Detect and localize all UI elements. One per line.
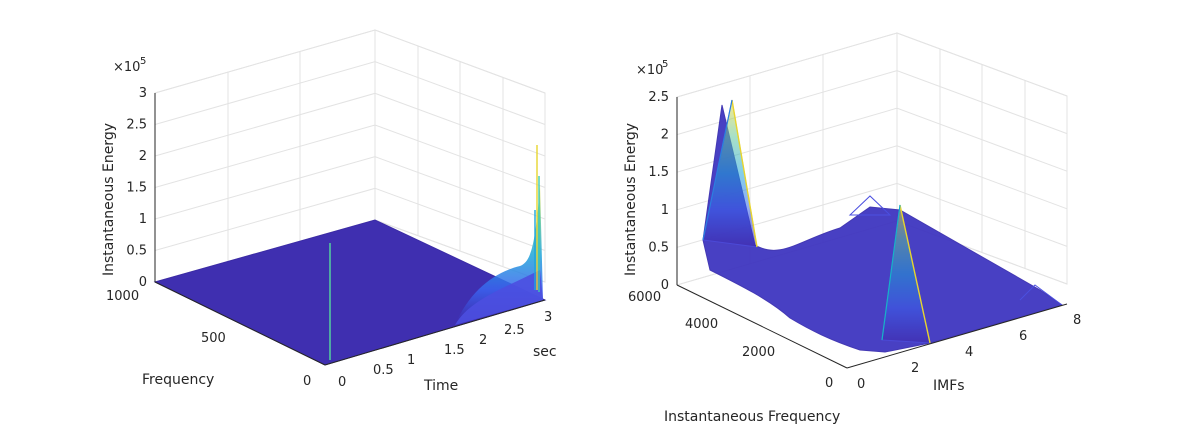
chart2-z-axis-label: Instantaneous Energy — [623, 123, 639, 276]
chart2-mesh-body — [702, 104, 1064, 353]
chart1-x-unit-label: sec — [533, 344, 557, 360]
chart1-z-tick: 0 — [139, 275, 147, 290]
chart2-z-tick: 1 — [661, 203, 669, 218]
chart1-y-tick-500: 500 — [201, 331, 226, 346]
chart1-y-tick-0: 0 — [303, 374, 311, 389]
chart1-x-tick-0.5: 0.5 — [373, 363, 394, 378]
chart1-surface-rise-base — [455, 270, 543, 325]
chart1-z-exponent-power: 5 — [140, 56, 146, 67]
chart1-z-tick: 0.5 — [126, 244, 147, 259]
chart2-z-exponent-power: 5 — [662, 59, 668, 70]
chart1-x-tick-1.5: 1.5 — [444, 343, 465, 358]
chart-time-frequency: 0 0.5 1 1.5 2 2.5 3 ×10 5 1000 500 0 0 0.5 1 1… — [101, 29, 557, 394]
chart2-y-tick-2000: 2000 — [742, 345, 775, 360]
chart2-peak-second-cyan — [881, 204, 901, 341]
chart1-z-tick: 1 — [139, 212, 147, 227]
chart1-z-axis-label: Instantaneous Energy — [101, 123, 117, 276]
chart2-peak-main-blue — [702, 99, 733, 241]
chart2-x-tick-6: 6 — [1019, 329, 1027, 344]
chart2-z-tick: 0.5 — [648, 240, 669, 255]
chart-imf-energy: 00.511.522.5 ×10 5 6000 4000 2000 0 0 2 … — [623, 32, 1081, 425]
chart1-x-tick-2.5: 2.5 — [504, 323, 525, 338]
chart1-z-tick: 2.5 — [126, 118, 147, 133]
chart2-x-tick-8: 8 — [1073, 313, 1081, 328]
chart2-z-exponent: ×10 — [636, 63, 663, 78]
chart2-z-tick: 2 — [661, 128, 669, 143]
chart2-peak-main — [702, 99, 758, 248]
chart2-y-axis-line — [676, 284, 848, 369]
chart1-z-tick: 3 — [139, 86, 147, 101]
chart2-y-axis-label: Instantaneous Frequency — [664, 409, 840, 425]
chart2-z-tick: 2.5 — [648, 90, 669, 105]
chart2-bump — [848, 195, 892, 216]
chart2-x-axis-label: IMFs — [933, 378, 965, 394]
chart1-x-tick-2: 2 — [479, 333, 487, 348]
chart2-z-tick: 1.5 — [648, 165, 669, 180]
chart2-edge-right — [1019, 284, 1063, 306]
chart2-y-tick-0: 0 — [825, 376, 833, 391]
chart1-x-tick-0: 0 — [338, 375, 346, 390]
chart2-y-tick-4000: 4000 — [685, 317, 718, 332]
chart2-x-tick-4: 4 — [965, 345, 973, 360]
chart2-z-tick: 0 — [661, 278, 669, 293]
chart2-x-tick-2: 2 — [911, 361, 919, 376]
chart1-x-axis-label: Time — [423, 378, 458, 394]
chart1-x-tick-3: 3 — [544, 310, 552, 325]
chart1-x-tick-1: 1 — [407, 353, 415, 368]
chart1-x-axis-line — [324, 299, 546, 366]
chart1-z-exponent: ×10 — [113, 60, 140, 75]
chart1-zgrid-line — [154, 29, 546, 94]
chart2-x-tick-0: 0 — [857, 377, 865, 392]
chart1-y-axis-line — [154, 281, 326, 366]
chart2-x-axis-line — [846, 303, 1068, 369]
chart1-y-axis-label: Frequency — [142, 372, 214, 388]
chart2-peak-second-yellow — [899, 204, 931, 344]
chart2-y-tick-6000: 6000 — [628, 290, 661, 305]
chart2-zgrid-line — [676, 32, 1068, 98]
chart1-y-tick-1000: 1000 — [106, 289, 139, 304]
chart1-z-tick: 1.5 — [126, 181, 147, 196]
chart1-z-tick: 2 — [139, 149, 147, 164]
chart2-peak-main-yellow — [731, 99, 758, 248]
